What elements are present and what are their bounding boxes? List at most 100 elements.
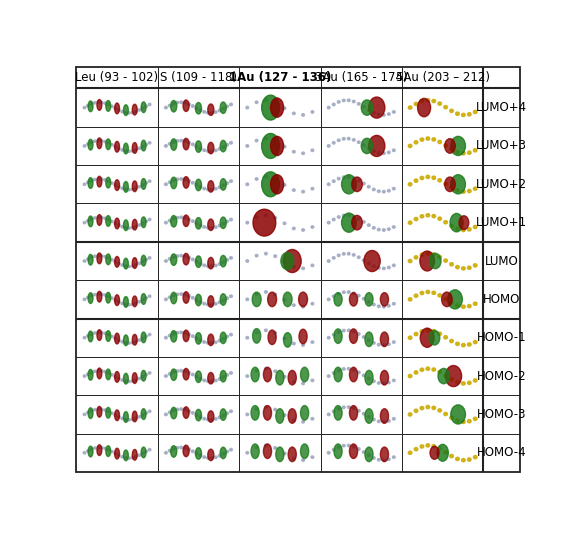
Ellipse shape [115,218,119,229]
Circle shape [226,412,229,414]
Circle shape [363,451,365,453]
Ellipse shape [115,372,119,382]
Circle shape [367,224,370,226]
Ellipse shape [141,332,146,343]
Circle shape [265,444,267,446]
Circle shape [456,457,459,460]
Circle shape [432,176,435,179]
Circle shape [218,416,221,419]
Ellipse shape [208,257,214,269]
Circle shape [283,299,286,301]
Ellipse shape [365,447,373,462]
Circle shape [378,459,380,461]
Bar [158,89,239,127]
Circle shape [107,334,110,336]
Circle shape [467,304,471,308]
Bar [158,357,239,395]
Circle shape [357,141,360,144]
Circle shape [338,369,340,372]
Ellipse shape [97,329,102,341]
Ellipse shape [171,100,177,112]
Circle shape [265,99,267,101]
Circle shape [347,329,350,332]
Circle shape [462,382,465,385]
Circle shape [420,176,424,179]
Circle shape [222,107,225,110]
Circle shape [97,370,100,372]
Circle shape [372,303,375,306]
Circle shape [148,333,151,336]
Ellipse shape [208,219,214,231]
Circle shape [90,295,93,297]
Circle shape [141,107,144,109]
Ellipse shape [171,331,177,342]
Circle shape [187,410,190,412]
Circle shape [218,378,221,380]
Circle shape [246,452,249,454]
Circle shape [145,144,147,146]
Circle shape [94,409,96,411]
Circle shape [83,452,86,454]
Text: LUMO+2: LUMO+2 [476,178,527,191]
Ellipse shape [132,181,137,192]
Circle shape [311,111,314,113]
Circle shape [311,456,314,458]
Circle shape [327,222,330,224]
Circle shape [414,140,418,144]
Circle shape [125,380,127,382]
Circle shape [301,459,304,461]
Circle shape [414,103,418,106]
Circle shape [168,373,171,375]
Circle shape [347,137,350,140]
Ellipse shape [220,409,226,420]
Circle shape [145,412,147,414]
Circle shape [283,375,286,378]
Circle shape [392,302,395,305]
Bar [239,395,321,434]
Ellipse shape [115,103,119,114]
Circle shape [199,147,202,150]
Circle shape [90,141,93,144]
Circle shape [145,373,147,376]
Circle shape [118,454,120,457]
Circle shape [283,414,286,417]
Circle shape [426,405,430,409]
Circle shape [176,446,179,449]
Ellipse shape [171,177,177,189]
Circle shape [409,221,412,224]
Circle shape [191,220,194,222]
Circle shape [165,452,167,454]
Circle shape [128,265,130,268]
Ellipse shape [123,450,129,461]
Ellipse shape [183,445,189,457]
Circle shape [172,141,175,143]
Circle shape [83,298,86,301]
Circle shape [382,382,385,384]
Ellipse shape [283,333,292,347]
Circle shape [357,256,360,258]
Circle shape [134,302,137,304]
Circle shape [104,217,107,219]
Circle shape [195,337,198,340]
Ellipse shape [220,217,226,229]
Ellipse shape [262,95,279,120]
Circle shape [432,368,435,371]
Ellipse shape [123,412,129,422]
Bar [158,127,239,165]
Circle shape [467,190,471,193]
Circle shape [111,221,113,223]
Ellipse shape [283,292,292,307]
Circle shape [311,264,314,266]
Circle shape [121,302,123,304]
Circle shape [311,341,314,343]
Circle shape [462,229,465,232]
Circle shape [274,140,276,142]
Ellipse shape [368,136,385,156]
Circle shape [114,145,116,148]
Circle shape [118,339,120,341]
Circle shape [94,101,96,104]
Circle shape [128,342,130,344]
Circle shape [211,457,213,459]
Circle shape [327,145,330,147]
Ellipse shape [352,215,363,230]
